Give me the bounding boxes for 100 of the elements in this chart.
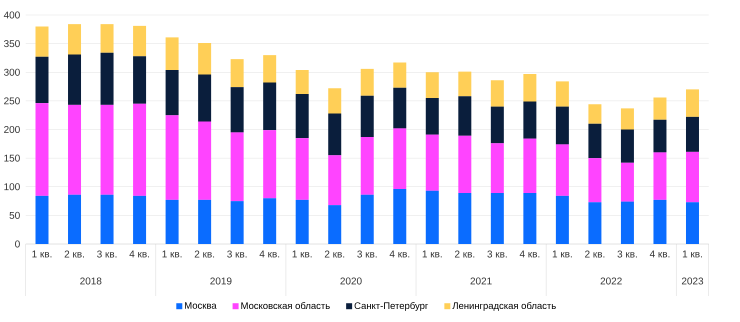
legend-label: Москва [185, 302, 217, 309]
bar [198, 200, 212, 244]
bar [458, 136, 472, 194]
bar [360, 194, 374, 244]
y-tick-label: 200 [4, 126, 20, 134]
x-tick-label: 4 кв. [129, 250, 150, 258]
bar [68, 194, 82, 244]
bar [100, 194, 114, 244]
bar [296, 70, 309, 94]
x-tick-label: 3 кв. [357, 250, 377, 258]
bar [263, 55, 276, 83]
bar [133, 26, 146, 56]
x-tick-label: 2 кв. [194, 250, 214, 258]
bar [133, 104, 146, 196]
bar [296, 94, 309, 138]
bar [263, 82, 276, 130]
bar [653, 152, 666, 200]
bar [100, 52, 114, 105]
text: 2019 [210, 277, 232, 285]
bar [588, 104, 602, 124]
bar [653, 97, 666, 120]
y-tick-label: 0 [15, 240, 20, 248]
x-tick-label: 1 кв. [32, 250, 52, 258]
x-tick-label: 1 кв. [162, 250, 182, 258]
text: 2021 [470, 277, 492, 285]
bar [620, 162, 634, 202]
bar [133, 56, 146, 104]
y-tick-label: 50 [10, 212, 20, 219]
bar [166, 200, 179, 244]
y-tick-label: 250 [4, 97, 20, 104]
bar [426, 98, 439, 135]
bar [458, 72, 472, 96]
bar [393, 189, 406, 244]
bar [36, 103, 48, 196]
bar [263, 130, 276, 198]
bar [458, 193, 472, 244]
x-tick-label: 3 кв. [97, 250, 116, 258]
x-tick-label: 2 кв. [454, 250, 474, 258]
x-tick-label: 4 кв. [260, 250, 280, 258]
bar [230, 132, 244, 202]
bar [653, 200, 666, 244]
bar [133, 196, 146, 244]
bar [426, 134, 439, 191]
text: 2018 [80, 277, 102, 285]
bar [588, 158, 602, 202]
bar [230, 87, 244, 132]
bar [686, 202, 699, 244]
bar [458, 96, 472, 136]
bar [490, 80, 504, 107]
bar [620, 130, 634, 163]
bar [556, 196, 569, 244]
bar [328, 205, 342, 244]
bar [68, 104, 82, 195]
bar [588, 124, 602, 158]
y-tick-label: 300 [4, 68, 20, 76]
y-tick-label: 100 [4, 183, 20, 190]
bar [166, 115, 179, 200]
bar [166, 70, 179, 116]
bar [198, 74, 212, 122]
bar [263, 198, 276, 244]
x-tick-label: 2 кв. [585, 250, 604, 258]
bar [686, 89, 699, 117]
y-tick-label: 350 [4, 40, 20, 48]
bar [686, 152, 699, 202]
x-tick-label: 3 кв. [227, 250, 247, 258]
bar [328, 155, 342, 206]
x-tick-label: 4 кв. [650, 250, 670, 258]
legend-label: Санкт-Петербург [354, 302, 428, 311]
bar [230, 201, 244, 244]
bar [100, 24, 114, 53]
bar [556, 81, 569, 107]
legend-label: Московская область [241, 302, 330, 310]
bar [686, 116, 699, 152]
x-tick-label: 1 кв. [422, 250, 442, 258]
bar [360, 136, 374, 195]
bar [523, 138, 536, 194]
bar [653, 120, 666, 152]
text: 2023 [682, 277, 704, 285]
bar [490, 143, 504, 194]
bar [393, 88, 406, 128]
bar [36, 196, 48, 244]
bar [523, 193, 536, 244]
text: 2020 [340, 277, 362, 285]
bar [68, 24, 82, 54]
legend-label: Ленинградская область [452, 302, 556, 311]
x-tick-label: 3 кв. [487, 250, 507, 258]
bar [620, 202, 634, 244]
bar [296, 138, 309, 200]
x-tick-label: 1 кв. [682, 250, 702, 258]
bar [393, 128, 406, 190]
bar [36, 26, 48, 57]
bar [620, 108, 634, 130]
bar [36, 56, 48, 104]
bar [490, 106, 504, 144]
bar [328, 113, 342, 156]
bar [296, 200, 309, 244]
bar [166, 37, 179, 70]
bar [588, 202, 602, 244]
x-tick-label: 1 кв. [552, 250, 572, 258]
x-tick-label: 3 кв. [617, 250, 637, 258]
